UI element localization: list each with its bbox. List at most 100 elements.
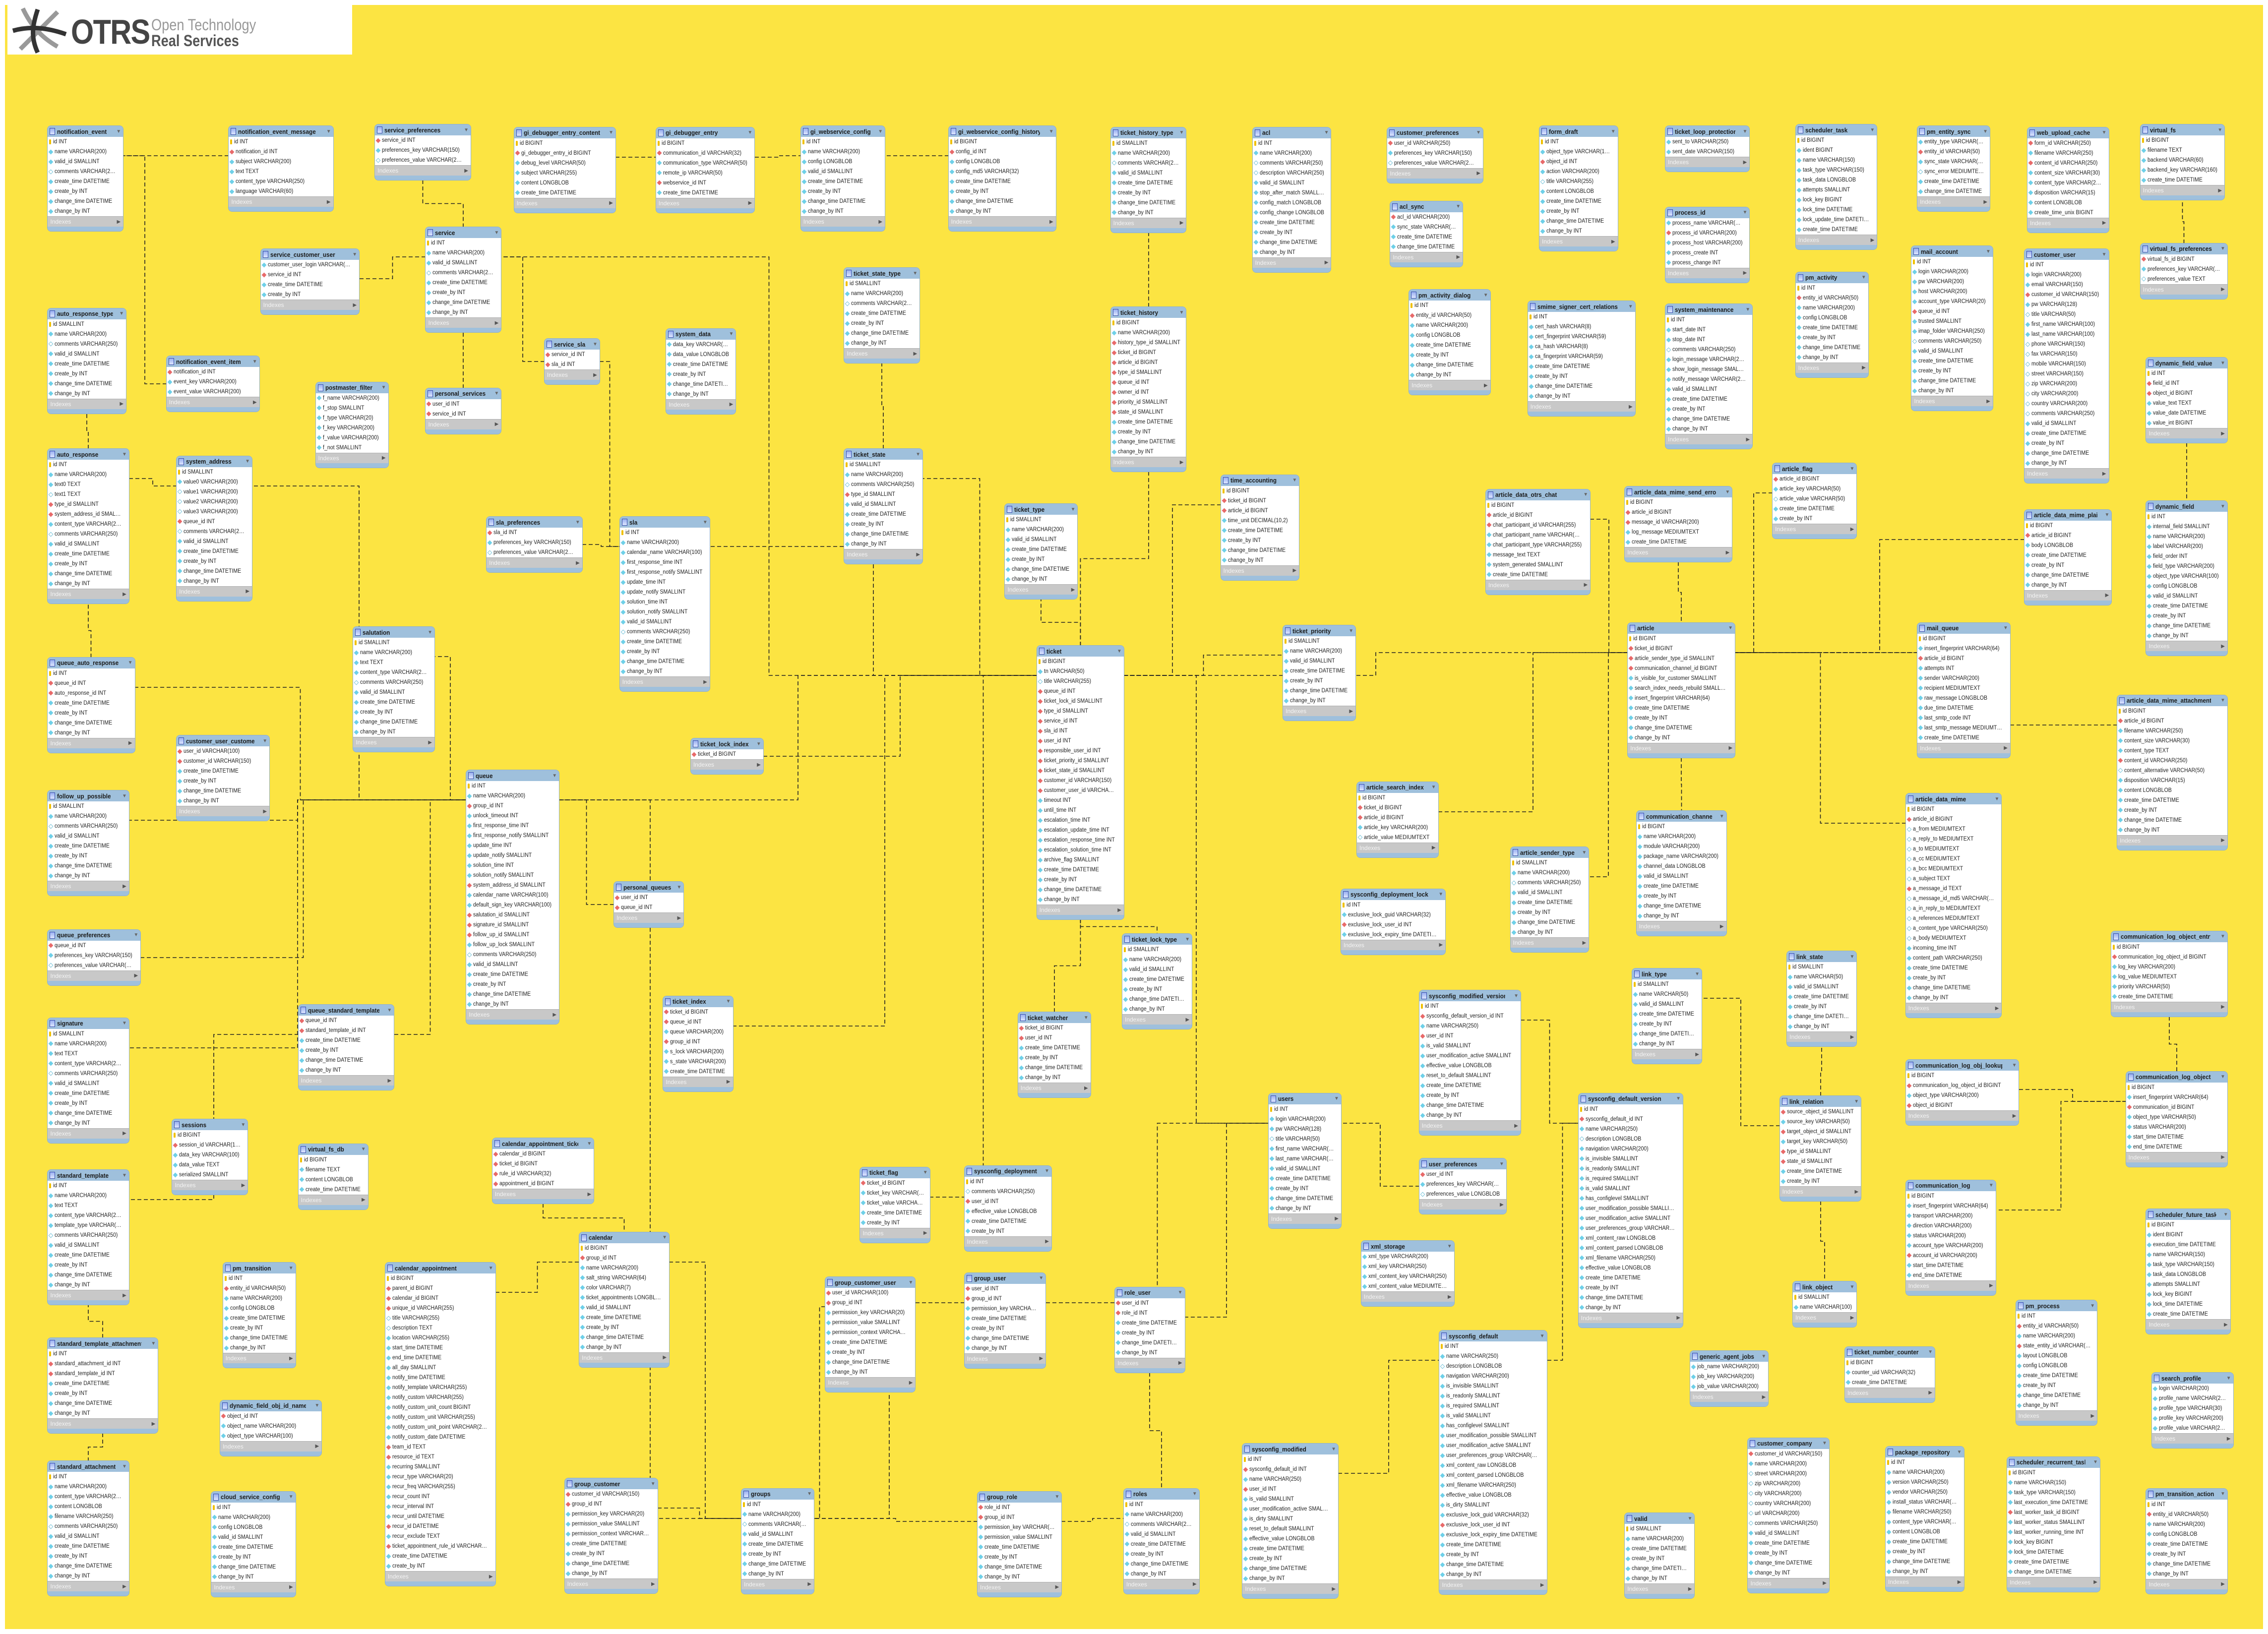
column-row[interactable]: id INT <box>229 137 333 147</box>
table-header[interactable]: ticket_state_type ▼ <box>844 268 920 279</box>
column-row[interactable]: notification_id INT <box>167 367 259 377</box>
column-row[interactable]: name VARCHAR(200) <box>2146 532 2227 542</box>
column-row[interactable]: create_by INT <box>211 1552 295 1562</box>
column-row[interactable]: change_by INT <box>223 1343 296 1353</box>
indexes-section[interactable]: Indexes ▶ <box>1390 251 1463 262</box>
column-row[interactable]: target_object_id SMALLINT <box>1780 1127 1861 1137</box>
indexes-section[interactable]: Indexes ▶ <box>353 737 434 748</box>
column-row[interactable]: create_by INT <box>1911 366 1993 376</box>
column-row[interactable]: email VARCHAR(150) <box>2024 280 2108 290</box>
table-notification-event-message[interactable]: notification_event_message ▼ id INT notific… <box>229 126 333 212</box>
column-row[interactable]: install_status VARCHAR(250) <box>1886 1497 1964 1507</box>
column-row[interactable]: config LONGBLOB <box>949 157 1056 167</box>
column-row[interactable]: create_by INT <box>1528 371 1635 381</box>
table-link-relation[interactable]: link_relation ▼ source_object_id SMALLINT s… <box>1779 1096 1861 1202</box>
column-row[interactable]: filename VARCHAR(250) <box>2117 726 2227 736</box>
column-row[interactable]: config_md5 VARCHAR(32) <box>949 167 1056 177</box>
column-row[interactable]: create_by INT <box>299 1045 394 1055</box>
indexes-section[interactable]: Indexes ▶ <box>1510 937 1589 948</box>
column-row[interactable]: ticket_appointment_rule_id VARCHAR(32) <box>385 1541 495 1551</box>
table-pm-process[interactable]: pm_process ▼ id INT entity_id VARCHAR(50) na… <box>2016 1300 2097 1426</box>
column-row[interactable]: is_readonly SMALLINT <box>1439 1391 1546 1401</box>
indexes-section[interactable]: Indexes ▶ <box>1283 706 1356 717</box>
column-row[interactable]: last_name VARCHAR(100) <box>1269 1154 1341 1164</box>
table-postmaster-filter[interactable]: postmaster_filter ▼ f_name VARCHAR(200) f_s… <box>315 382 388 468</box>
column-row[interactable]: valid_id SMALLINT <box>2146 591 2227 601</box>
table-service-sla[interactable]: service_sla ▼ service_id INT sla_id INT Inde… <box>544 339 600 385</box>
column-row[interactable]: effective_value LONGBLOB <box>1242 1534 1338 1544</box>
table-pm-transition-action[interactable]: pm_transition_action ▼ id INT entity_id VAR… <box>2146 1488 2227 1594</box>
column-row[interactable]: create_by INT <box>1221 536 1299 545</box>
column-row[interactable]: id INT <box>48 137 123 147</box>
chevron-down-icon[interactable]: ▼ <box>1048 128 1054 134</box>
column-row[interactable]: create_time DATETIME <box>48 549 129 559</box>
table-system-address[interactable]: system_address ▼ id SMALLINT value0 VARCHAR… <box>177 456 252 601</box>
table-personal-queues[interactable]: personal_queues ▼ user_id INT queue_id INT I… <box>614 882 684 928</box>
column-row[interactable]: article_id BIGINT <box>2117 716 2227 726</box>
column-row[interactable]: create_time DATETIME <box>385 1551 495 1561</box>
column-row[interactable]: object_id INT <box>1539 157 1618 167</box>
column-row[interactable]: create_by INT <box>48 559 129 569</box>
table-header[interactable]: article ▼ <box>1628 622 1735 634</box>
column-row[interactable]: a_message_id TEXT <box>1906 884 2002 894</box>
column-row[interactable]: entity_type VARCHAR(30) <box>1917 137 1990 147</box>
column-row[interactable]: user_preferences_group VARCHAR(250) <box>1579 1223 1683 1233</box>
table-service[interactable]: service ▼ id INT name VARCHAR(200) valid_id … <box>426 227 501 333</box>
column-row[interactable]: change_by INT <box>565 1569 658 1578</box>
chevron-down-icon[interactable]: ▼ <box>922 1170 928 1176</box>
column-row[interactable]: create_by INT <box>1773 514 1856 524</box>
column-row[interactable]: id INT <box>1796 283 1868 293</box>
chevron-down-icon[interactable]: ▼ <box>1349 628 1354 634</box>
column-row[interactable]: location VARCHAR(255) <box>385 1333 495 1343</box>
indexes-section[interactable]: Indexes ▶ <box>48 1581 129 1592</box>
column-row[interactable]: id INT <box>801 137 885 147</box>
column-row[interactable]: create_time DATETIME <box>1528 362 1635 371</box>
column-row[interactable]: id INT <box>741 1500 814 1510</box>
chevron-down-icon[interactable]: ▼ <box>494 230 499 236</box>
column-row[interactable]: last_worker_running_time INT <box>2007 1527 2100 1537</box>
table-role-user[interactable]: role_user ▼ user_id INT role_id INT create_t… <box>1115 1287 1185 1373</box>
column-row[interactable]: change_by INT <box>1242 1573 1338 1583</box>
column-row[interactable]: object_type VARCHAR(200) <box>1906 1090 2019 1100</box>
table-article[interactable]: article ▼ id BIGINT ticket_id BIGINT article… <box>1628 622 1735 758</box>
indexes-section[interactable]: Indexes ▶ <box>375 165 471 176</box>
indexes-section[interactable]: Indexes ▶ <box>2146 428 2227 439</box>
column-row[interactable]: create_time DATETIME <box>663 1067 733 1077</box>
column-row[interactable]: content_type TEXT <box>2117 746 2227 756</box>
column-row[interactable]: process_name VARCHAR(200) <box>1665 218 1749 228</box>
column-row[interactable]: a_content_type VARCHAR(250) <box>1906 923 2002 933</box>
chevron-down-icon[interactable]: ▼ <box>1582 849 1587 855</box>
indexes-section[interactable]: Indexes ▶ <box>1773 524 1857 535</box>
table-header[interactable]: package_repository ▼ <box>1885 1447 1964 1458</box>
column-row[interactable]: customer_id VARCHAR(150) <box>1748 1449 1829 1459</box>
table-header[interactable]: cloud_service_config ▼ <box>211 1491 296 1503</box>
chevron-down-icon[interactable]: ▼ <box>609 130 613 136</box>
column-row[interactable]: permission_key VARCHAR(20) <box>965 1304 1046 1314</box>
column-row[interactable]: change_time DATETIME <box>211 1562 295 1572</box>
table-header[interactable]: customer_user ▼ <box>2024 249 2109 260</box>
table-header[interactable]: article_data_mime_plain ▼ <box>2024 509 2112 521</box>
column-row[interactable]: subject VARCHAR(200) <box>229 157 333 167</box>
column-row[interactable]: id INT <box>48 668 134 678</box>
table-header[interactable]: acl ▼ <box>1252 127 1331 138</box>
indexes-section[interactable]: Indexes ▶ <box>1409 380 1490 390</box>
column-row[interactable]: create_time DATETIME <box>666 360 736 369</box>
column-row[interactable]: valid_id SMALLINT <box>48 1531 129 1541</box>
column-row[interactable]: create_by INT <box>1253 228 1331 238</box>
column-row[interactable]: preferences_key VARCHAR(150) <box>487 538 582 547</box>
column-row[interactable]: create_time DATETIME <box>48 359 126 369</box>
indexes-section[interactable]: Indexes ▶ <box>2146 1578 2227 1589</box>
column-row[interactable]: lock_key BIGINT <box>1796 195 1877 205</box>
column-row[interactable]: article_value MEDIUMTEXT <box>1357 833 1438 843</box>
table-header[interactable]: communication_log ▼ <box>1905 1180 1996 1191</box>
indexes-section[interactable]: Indexes ▶ <box>1665 157 1750 168</box>
column-row[interactable]: change_by INT <box>2117 825 2227 835</box>
chevron-down-icon[interactable]: ▼ <box>1849 954 1855 960</box>
column-row[interactable]: name VARCHAR(200) <box>2016 1331 2097 1341</box>
column-row[interactable]: create_time DATETIME <box>1486 570 1590 580</box>
column-row[interactable]: serialized SMALLINT <box>172 1170 247 1180</box>
indexes-section[interactable]: Indexes ▶ <box>1221 565 1299 576</box>
column-row[interactable]: name VARCHAR(250) <box>1242 1474 1338 1484</box>
table-header[interactable]: link_object ▼ <box>1792 1281 1857 1293</box>
indexes-section[interactable]: Indexes ▶ <box>579 1352 670 1363</box>
